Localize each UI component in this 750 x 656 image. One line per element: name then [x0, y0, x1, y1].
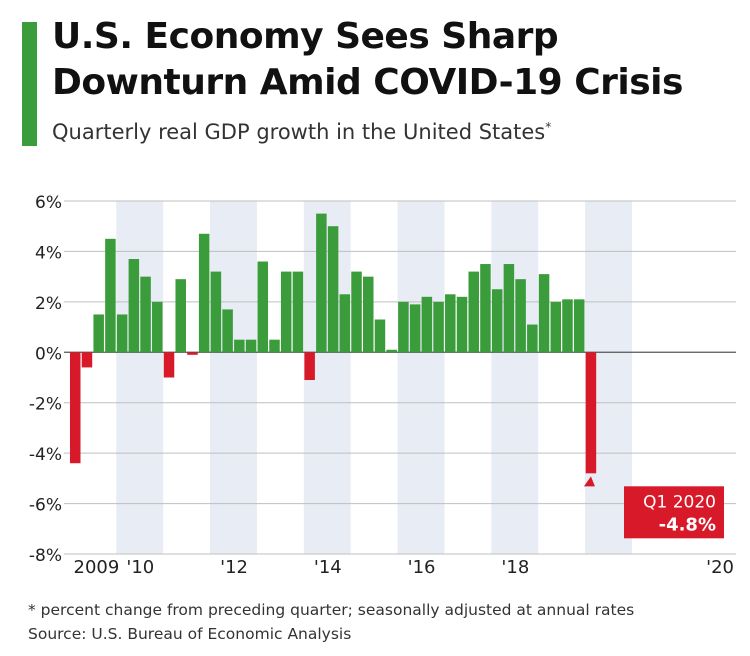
bar-Q4-2010	[152, 301, 163, 353]
x-tick-label: '14	[314, 557, 342, 578]
y-tick-label: 6%	[35, 193, 62, 213]
bar-Q4-2012	[245, 339, 257, 353]
y-tick-label: 4%	[35, 243, 62, 263]
gdp-bar-chart: 6% 4% 2% 0% -2% -4% -6% -8% 2009 '10 '12 '14 '16 '18…	[29, 193, 736, 578]
bar-Q4-2014	[339, 294, 351, 353]
bar-Q1-2009	[70, 352, 81, 464]
year-band-2010	[116, 201, 164, 554]
bar-Q3-2015	[374, 319, 386, 353]
bar-Q1-2012	[210, 271, 222, 353]
year-band-2016	[397, 201, 445, 554]
bar-Q3-2018	[515, 279, 526, 353]
bar-Q4-2011	[198, 233, 210, 353]
bar-Q2-2015	[363, 276, 374, 353]
bar-Q1-2011	[163, 352, 175, 378]
chart-subtitle: Quarterly real GDP growth in the United …	[52, 120, 551, 144]
bar-Q3-2016	[421, 296, 433, 353]
bar-Q1-2017	[445, 294, 456, 353]
bar-Q2-2019	[550, 301, 562, 353]
bar-Q2-2017	[456, 296, 468, 353]
bar-Q3-2010	[140, 276, 151, 353]
bar-Q2-2009	[81, 352, 93, 368]
bar-Q1-2015	[351, 271, 362, 353]
bar-Q1-2018	[491, 289, 503, 353]
bar-Q3-2012	[234, 339, 245, 353]
bar-Q2-2018	[503, 264, 515, 353]
y-tick-label: -2%	[29, 395, 62, 415]
bar-Q3-2011	[187, 352, 198, 355]
x-tick-label: '12	[220, 557, 248, 578]
annotation-box	[624, 486, 724, 539]
bar-Q4-2015	[386, 349, 397, 353]
bar-Q3-2017	[468, 271, 479, 353]
y-axis-labels: 6% 4% 2% 0% -2% -4% -6% -8%	[29, 193, 62, 566]
bar-Q4-2019	[573, 299, 585, 353]
bar-Q2-2013	[269, 339, 280, 353]
bar-Q1-2014	[304, 352, 315, 381]
footnote: * percent change from preceding quarter;…	[28, 601, 635, 619]
bar-Q2-2011	[175, 279, 186, 353]
y-tick-label: 0%	[35, 344, 62, 364]
latest-annotation: Q1 2020-4.8%	[583, 476, 724, 539]
annotation-pointer	[583, 476, 595, 487]
chart-title: U.S. Economy Sees Sharp Downturn Amid CO…	[52, 16, 683, 103]
x-tick-label: '18	[501, 557, 529, 578]
x-tick-label: 2009	[74, 557, 120, 578]
year-band-2012	[210, 201, 257, 554]
bar-Q4-2013	[292, 271, 304, 353]
bar-Q4-2018	[527, 324, 538, 353]
x-tick-label: '20	[706, 557, 734, 578]
y-tick-label: -8%	[29, 546, 62, 566]
bar-Q4-2017	[480, 264, 491, 353]
bar-Q3-2014	[327, 226, 339, 353]
bar-Q1-2013	[257, 261, 269, 353]
bar-Q4-2009	[105, 238, 116, 353]
bar-Q4-2016	[433, 301, 444, 353]
source: Source: U.S. Bureau of Economic Analysis	[28, 625, 352, 643]
bar-Q2-2016	[409, 304, 421, 353]
footnote-block: * percent change from preceding quarter;…	[28, 598, 634, 646]
y-tick-label: -4%	[29, 445, 62, 465]
bar-Q1-2016	[398, 301, 409, 353]
x-tick-label: '16	[408, 557, 436, 578]
bar-Q3-2009	[93, 314, 104, 353]
bars	[70, 213, 597, 474]
bar-Q2-2012	[222, 309, 233, 353]
year-band-2018	[491, 201, 539, 554]
x-tick-label: '10	[126, 557, 154, 578]
bar-Q1-2010	[116, 314, 128, 353]
annotation-label: Q1 2020	[643, 492, 716, 512]
year-bands	[116, 201, 632, 554]
subtitle-footnote-mark: *	[545, 120, 552, 134]
title-accent-bar	[22, 22, 37, 146]
x-axis-labels: 2009 '10 '12 '14 '16 '18 '20	[74, 557, 734, 578]
bar-Q2-2014	[316, 213, 327, 353]
bar-Q1-2020	[585, 352, 597, 474]
subtitle-text: Quarterly real GDP growth in the United …	[52, 120, 546, 144]
bar-Q3-2019	[562, 299, 573, 353]
bar-Q1-2019	[538, 274, 550, 353]
annotation-value: -4.8%	[659, 514, 716, 535]
y-tick-label: 2%	[35, 294, 62, 314]
y-tick-label: -6%	[29, 496, 62, 516]
bar-Q2-2010	[128, 258, 140, 353]
bar-Q3-2013	[280, 271, 292, 353]
